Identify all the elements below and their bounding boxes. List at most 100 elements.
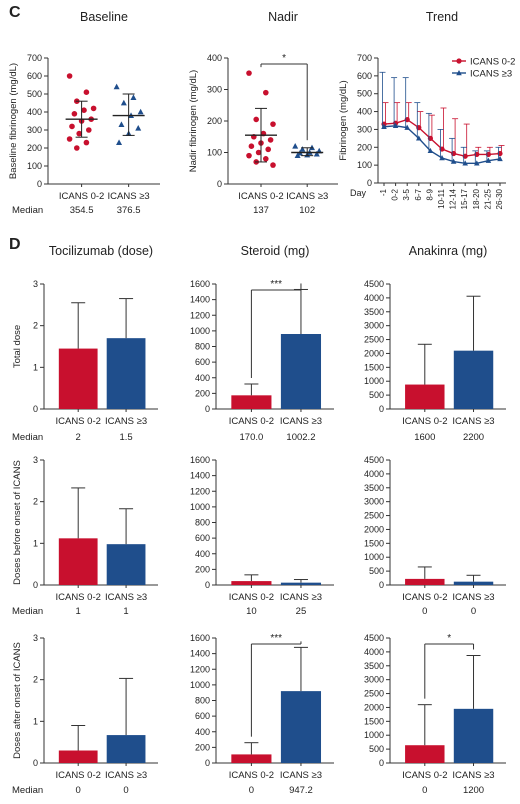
x-tick-label: 18-20 (472, 188, 481, 209)
legend-label: ICANS 0-2 (470, 57, 515, 68)
y-tick-label: 0 (367, 178, 372, 188)
y-tick-label: 400 (195, 727, 210, 737)
data-point (267, 137, 274, 143)
y-tick-label: 4500 (364, 279, 384, 289)
median-value: 1 (76, 606, 81, 617)
significance-marker: *** (270, 279, 282, 290)
y-tick-label: 2 (33, 497, 38, 507)
series-point (392, 122, 399, 129)
y-tick-label: 1400 (190, 471, 210, 481)
data-point (66, 73, 73, 79)
data-point (135, 125, 142, 131)
significance-marker: * (447, 633, 451, 644)
y-tick-label: 400 (195, 373, 210, 383)
y-tick-label: 1200 (190, 664, 210, 674)
y-tick-label: 500 (369, 744, 384, 754)
median-value: 0 (123, 785, 128, 796)
data-point (116, 139, 123, 145)
x-category-label: ICANS ≥3 (280, 592, 322, 603)
y-tick-label: 200 (195, 564, 210, 574)
median-row-label: Median (12, 432, 43, 443)
y-tick-label: 400 (357, 107, 372, 117)
y-tick-label: 400 (207, 53, 222, 63)
y-tick-label: 3 (33, 279, 38, 289)
median-row-label: Median (12, 205, 43, 216)
y-tick-label: 2 (33, 675, 38, 685)
y-tick-label: 800 (195, 342, 210, 352)
bar (405, 578, 445, 585)
y-tick-label: 2500 (364, 689, 384, 699)
series-point (497, 155, 503, 162)
bar (280, 334, 322, 409)
y-tick-label: 1 (33, 538, 38, 548)
y-tick-label: 200 (357, 142, 372, 152)
y-tick-label: 0 (205, 580, 210, 590)
y-tick-label: 300 (357, 124, 372, 134)
median-value: 1200 (463, 785, 484, 796)
data-point (71, 111, 78, 117)
y-axis-title: Fibrinogen (mg/dL) (338, 80, 349, 160)
y-tick-label: 200 (207, 116, 222, 126)
data-point (90, 105, 97, 112)
x-category-label: ICANS 0-2 (55, 770, 100, 781)
data-point (263, 156, 269, 162)
y-tick-label: 600 (195, 357, 210, 367)
x-category-label: ICANS 0-2 (229, 592, 274, 603)
series-point (474, 160, 480, 166)
median-value: 2200 (463, 432, 484, 443)
y-tick-label: 200 (195, 742, 210, 752)
median-value: 0 (422, 606, 427, 617)
y-tick-label: 4500 (364, 633, 384, 643)
data-point (76, 130, 82, 137)
significance-marker: * (282, 53, 286, 64)
series-point (404, 124, 410, 130)
median-row-label: Median (12, 606, 43, 617)
median-value: 102 (299, 205, 315, 216)
y-tick-label: 2000 (364, 348, 384, 358)
y-tick-label: 2500 (364, 511, 384, 521)
median-value: 0 (76, 785, 81, 796)
y-tick-label: 500 (27, 89, 42, 99)
median-row-label: Median (12, 785, 43, 796)
x-category-label: ICANS 0-2 (402, 592, 447, 603)
bar (106, 338, 146, 409)
y-tick-label: 1600 (190, 279, 210, 289)
series-point (450, 158, 457, 164)
median-value: 376.5 (117, 205, 141, 216)
median-value: 947.2 (289, 785, 313, 796)
series-point (485, 157, 492, 163)
y-tick-label: 0 (379, 580, 384, 590)
y-tick-label: 600 (195, 711, 210, 721)
y-tick-label: 700 (27, 53, 42, 63)
median-value: 170.0 (240, 432, 264, 443)
legend-marker (456, 70, 462, 76)
bar (58, 348, 98, 409)
data-point (263, 89, 269, 96)
y-tick-label: 0 (33, 580, 38, 590)
y-tick-label: 1500 (364, 362, 384, 372)
y-tick-label: 3000 (364, 321, 384, 331)
y-axis-title: Baseline fibrinogen (mg/dL) (8, 63, 19, 179)
x-tick-label: 6-7 (414, 188, 423, 200)
y-tick-label: 100 (357, 160, 372, 170)
y-tick-label: 1000 (364, 376, 384, 386)
data-point (246, 70, 252, 76)
y-tick-label: 1200 (190, 310, 210, 320)
y-tick-label: 3500 (364, 483, 384, 493)
data-point (83, 139, 90, 146)
series-point (462, 160, 468, 166)
x-category-label: ICANS ≥3 (452, 770, 494, 781)
y-tick-label: 3000 (364, 675, 384, 685)
x-category-label: ICANS 0-2 (402, 770, 447, 781)
data-point (246, 152, 252, 159)
bar (280, 582, 322, 585)
data-point (120, 99, 127, 106)
y-tick-label: 0 (33, 758, 38, 768)
data-point (86, 127, 92, 133)
x-category-label: ICANS 0-2 (238, 191, 283, 202)
x-category-label: ICANS ≥3 (105, 592, 147, 603)
median-value: 1600 (414, 432, 435, 443)
y-axis-title: Doses before onset of ICANS (12, 460, 23, 585)
bar (58, 750, 98, 763)
